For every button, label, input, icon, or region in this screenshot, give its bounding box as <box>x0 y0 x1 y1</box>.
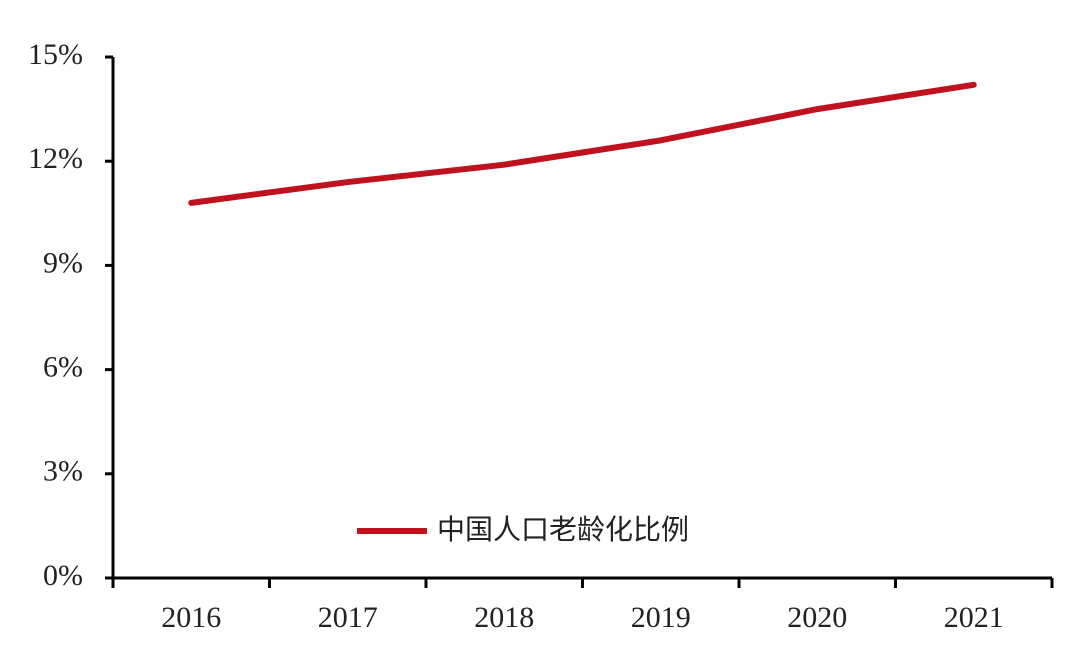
x-tick-label: 2016 <box>161 601 221 634</box>
y-tick-label: 3% <box>43 455 83 488</box>
x-tick-label: 2017 <box>318 601 378 634</box>
y-tick-label: 0% <box>43 559 83 592</box>
legend-label: 中国人口老龄化比例 <box>437 513 689 546</box>
y-tick-label: 6% <box>43 350 83 383</box>
x-tick-label: 2020 <box>787 601 847 634</box>
y-tick-label: 15% <box>28 38 83 71</box>
x-tick-label: 2019 <box>631 601 691 634</box>
y-tick-label: 12% <box>28 142 83 175</box>
y-tick-label: 9% <box>43 246 83 279</box>
x-tick-label: 2018 <box>474 601 534 634</box>
x-tick-label: 2021 <box>944 601 1004 634</box>
data-line <box>188 81 977 206</box>
